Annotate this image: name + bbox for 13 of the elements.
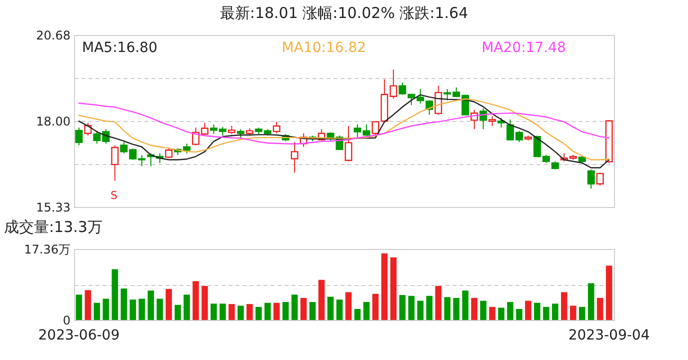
y-tick-label: 17.36万 bbox=[24, 242, 70, 256]
y-tick-label: 20.68 bbox=[36, 28, 70, 42]
text: MA10:16.82 bbox=[282, 40, 366, 56]
y-tick-label: 18.00 bbox=[36, 114, 70, 129]
chart-title: 成交量:13.3万 bbox=[4, 218, 102, 236]
x-tick-label: 2023-09-04 bbox=[568, 328, 650, 344]
text: MA20:17.48 bbox=[482, 40, 566, 56]
x-tick-label: 2023-06-09 bbox=[38, 328, 120, 344]
y-tick-label: 15.33 bbox=[36, 200, 70, 214]
y-tick-label: 0 bbox=[62, 314, 70, 328]
annotation: S bbox=[110, 189, 118, 202]
chart-title: 最新:18.01 涨幅:10.02% 涨跌:1.64 bbox=[220, 4, 468, 22]
text: MA5:16.80 bbox=[82, 40, 158, 56]
